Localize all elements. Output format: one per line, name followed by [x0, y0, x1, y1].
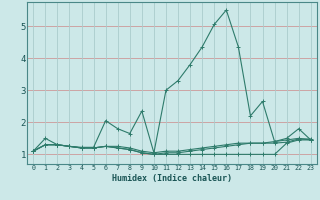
X-axis label: Humidex (Indice chaleur): Humidex (Indice chaleur)	[112, 174, 232, 183]
